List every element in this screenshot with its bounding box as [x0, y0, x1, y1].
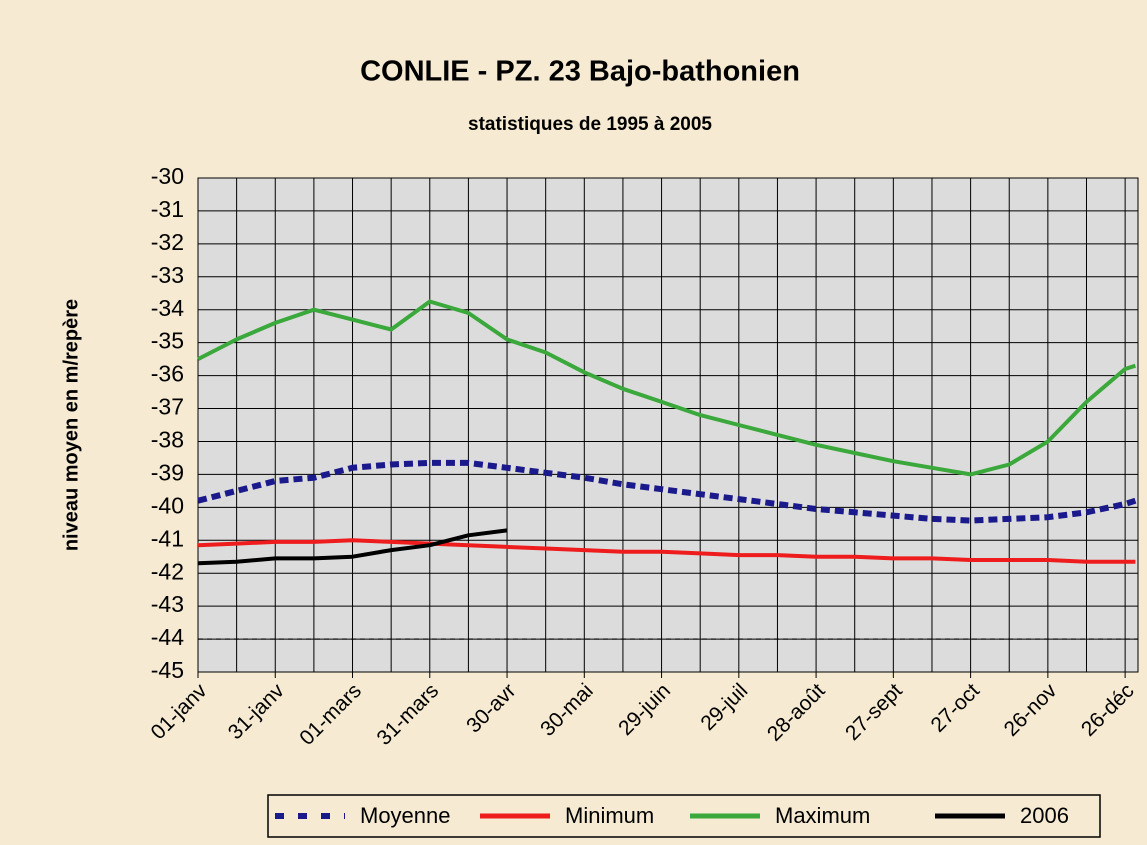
y-tick-label: -45	[151, 657, 184, 683]
series-line	[197, 538, 1136, 564]
y-tick-label: -40	[151, 492, 184, 518]
legend-label: Minimum	[565, 803, 654, 828]
y-tick-label: -33	[151, 262, 184, 288]
legend-label: Moyenne	[360, 803, 451, 828]
y-tick-label: -44	[151, 624, 184, 650]
y-tick-label: -37	[151, 394, 184, 420]
legend-label: 2006	[1020, 803, 1069, 828]
series-line	[197, 299, 1137, 477]
series-line	[197, 459, 1137, 524]
legend-label: Maximum	[775, 803, 870, 828]
plot-area	[197, 177, 1139, 673]
y-tick-label: -39	[151, 459, 184, 485]
y-tick-label: -43	[151, 591, 184, 617]
y-tick-label: -34	[151, 295, 184, 321]
y-tick-label: -35	[151, 328, 184, 354]
series-line	[197, 528, 508, 566]
y-tick-label: -41	[151, 525, 184, 551]
chart-subtitle: statistiques de 1995 à 2005	[468, 114, 712, 135]
y-tick-label: -32	[151, 229, 184, 255]
y-tick-label: -36	[151, 361, 184, 387]
y-tick-label: -38	[151, 427, 184, 453]
y-axis-label: niveau moyen en m/repère	[60, 299, 82, 551]
y-tick-label: -30	[151, 163, 184, 189]
y-tick-label: -31	[151, 196, 184, 222]
chart-title: CONLIE - PZ. 23 Bajo-bathonien	[360, 56, 800, 88]
y-tick-label: -42	[151, 558, 184, 584]
